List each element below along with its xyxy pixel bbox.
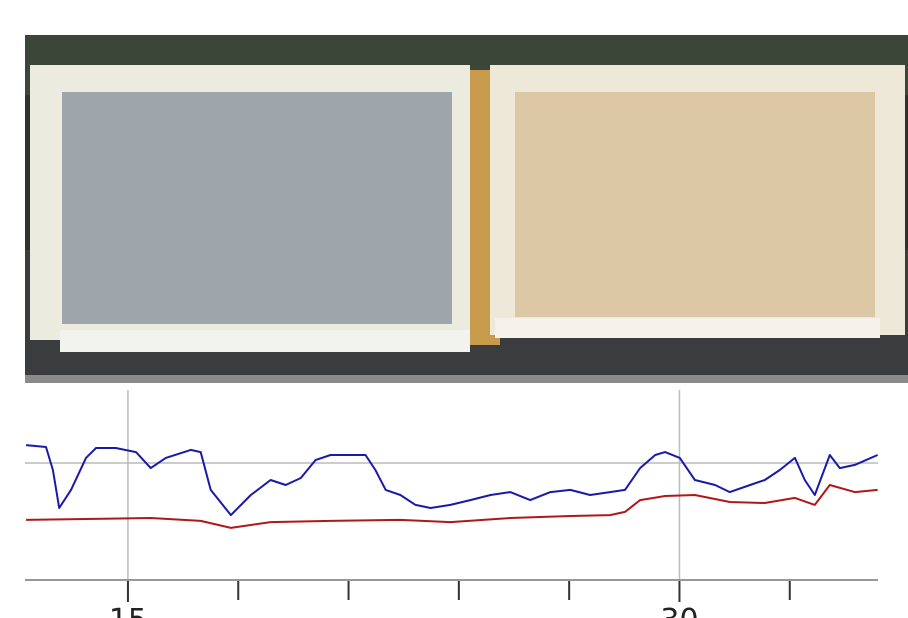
plot: 1530	[25, 390, 878, 618]
left-panel-base	[60, 330, 470, 352]
right-panel-base	[495, 318, 880, 338]
x-tick-label: 15	[109, 603, 147, 618]
line-series	[26, 444, 878, 517]
photo	[25, 35, 908, 383]
x-tick-label: 30	[660, 603, 698, 618]
left-panel	[62, 92, 452, 324]
line-series	[26, 484, 878, 529]
right-panel	[515, 92, 875, 317]
photo-border	[25, 375, 908, 383]
